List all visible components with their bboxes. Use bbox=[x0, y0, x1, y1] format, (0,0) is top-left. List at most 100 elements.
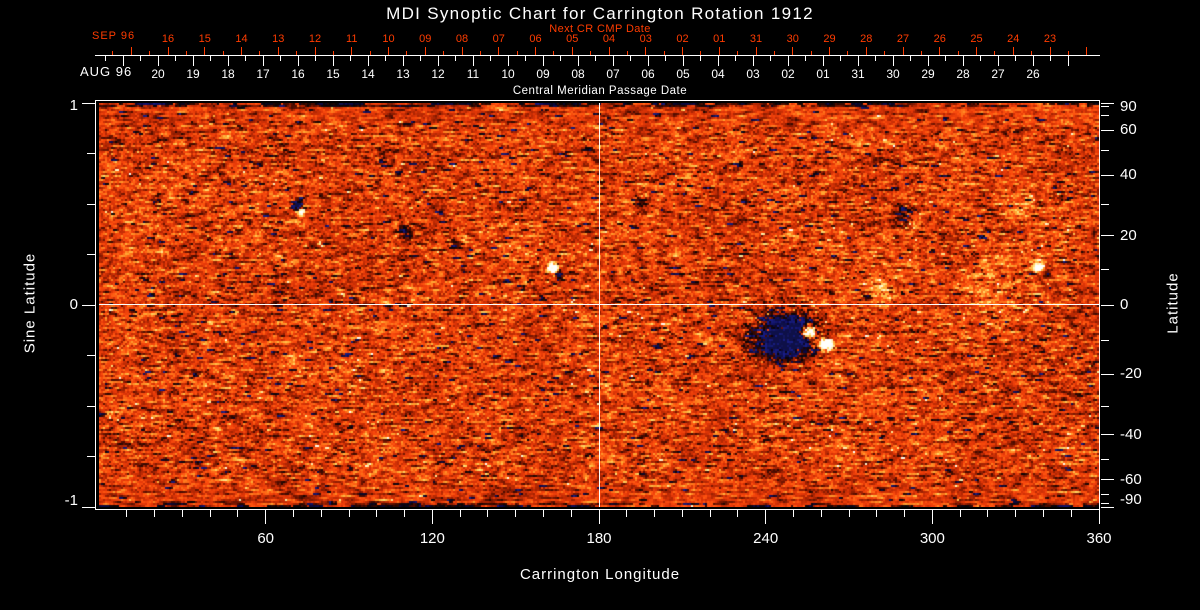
cmp-day-label: 26 bbox=[1026, 67, 1040, 81]
next-cr-tick bbox=[829, 47, 830, 55]
cmp-minor-tick bbox=[700, 56, 701, 61]
next-cr-day-label: 25 bbox=[970, 33, 983, 45]
next-cr-minor-tick bbox=[1031, 51, 1033, 55]
next-cr-tick bbox=[792, 47, 794, 55]
longitude-tick bbox=[931, 510, 933, 524]
cmp-day-label: 19 bbox=[186, 67, 200, 81]
cmp-minor-tick bbox=[210, 56, 211, 61]
cmp-day-label: 12 bbox=[431, 67, 445, 81]
cmp-minor-tick bbox=[980, 56, 981, 61]
next-cr-minor-tick bbox=[406, 51, 408, 55]
longitude-minor-tick bbox=[1042, 510, 1044, 517]
longitude-minor-tick bbox=[515, 510, 517, 517]
next-cr-cmp-date-label: Next CR CMP Date bbox=[549, 23, 651, 35]
latitude-tick bbox=[1101, 174, 1114, 176]
cmp-minor-tick bbox=[735, 56, 736, 61]
cmp-minor-tick bbox=[595, 56, 596, 61]
next-cr-day-label: 04 bbox=[602, 33, 616, 45]
latitude-minor-tick bbox=[1101, 503, 1109, 505]
longitude-minor-tick bbox=[904, 510, 906, 517]
next-cr-day-label: 26 bbox=[933, 33, 946, 45]
cmp-day-label: 08 bbox=[571, 67, 585, 81]
latitude-tick-label: 40 bbox=[1120, 166, 1137, 184]
latitude-minor-tick bbox=[1101, 405, 1109, 407]
longitude-minor-tick bbox=[154, 510, 156, 517]
next-cr-tick bbox=[571, 47, 573, 55]
cmp-tick bbox=[787, 56, 789, 66]
latitude-tick bbox=[1101, 235, 1114, 237]
latitude-minor-tick bbox=[1101, 149, 1109, 151]
cmp-tick bbox=[332, 56, 334, 66]
latitude-minor-tick bbox=[1101, 203, 1109, 205]
next-cr-minor-tick bbox=[479, 51, 481, 55]
latitude-tick bbox=[1101, 129, 1114, 131]
longitude-minor-tick bbox=[654, 510, 656, 517]
cmp-day-label: 18 bbox=[221, 67, 235, 81]
next-cr-minor-tick bbox=[590, 51, 592, 55]
cmp-minor-tick bbox=[490, 56, 491, 61]
latitude-tick-label: -60 bbox=[1120, 470, 1142, 488]
longitude-minor-tick bbox=[181, 510, 183, 517]
next-cr-tick bbox=[461, 47, 463, 55]
latitude-tick bbox=[1101, 304, 1114, 306]
longitude-minor-tick bbox=[820, 510, 822, 517]
sine-latitude-minor-tick bbox=[87, 153, 95, 154]
cmp-minor-tick bbox=[525, 56, 526, 61]
latitude-tick bbox=[1101, 373, 1114, 375]
sine-latitude-tick bbox=[82, 102, 95, 104]
next-cr-minor-tick bbox=[994, 51, 996, 55]
next-cr-minor-tick bbox=[296, 51, 298, 55]
cmp-tick bbox=[192, 56, 194, 66]
longitude-minor-tick bbox=[626, 510, 628, 517]
next-cr-day-label: 30 bbox=[786, 33, 799, 45]
cmp-day-label: 29 bbox=[921, 67, 935, 81]
latitude-tick-label: -20 bbox=[1120, 365, 1142, 383]
cmp-day-label: 02 bbox=[781, 67, 795, 81]
longitude-minor-tick bbox=[570, 510, 572, 517]
next-cr-minor-tick bbox=[663, 51, 665, 55]
longitude-minor-tick bbox=[542, 510, 544, 517]
cmp-tick bbox=[892, 56, 894, 66]
cmp-tick bbox=[647, 56, 649, 66]
next-cr-tick bbox=[204, 47, 206, 55]
cmp-minor-tick bbox=[805, 56, 806, 61]
cmp-minor-tick bbox=[385, 56, 386, 61]
longitude-tick-label: 360 bbox=[1086, 530, 1112, 547]
next-cr-day-label: 07 bbox=[492, 33, 505, 45]
longitude-tick-label: 240 bbox=[753, 530, 779, 547]
next-cr-minor-tick bbox=[516, 51, 518, 55]
cmp-tick bbox=[682, 56, 684, 66]
longitude-tick-label: 300 bbox=[919, 530, 945, 547]
next-cr-tick bbox=[351, 47, 353, 55]
cmp-day-label: 14 bbox=[361, 67, 375, 81]
next-cr-day-label: 24 bbox=[1007, 33, 1020, 45]
cmp-tick bbox=[752, 56, 754, 66]
longitude-tick bbox=[765, 510, 767, 524]
sine-latitude-minor-tick bbox=[87, 355, 95, 356]
latitude-tick-label: 0 bbox=[1120, 296, 1129, 313]
next-cr-day-label: 08 bbox=[455, 33, 469, 45]
next-cr-day-label: 10 bbox=[382, 33, 395, 45]
cmp-tick bbox=[507, 56, 509, 66]
next-cr-tick bbox=[755, 47, 757, 55]
cmp-day-label: 16 bbox=[291, 67, 305, 81]
next-cr-minor-tick bbox=[443, 51, 445, 55]
cmp-day-label: 17 bbox=[256, 67, 270, 81]
next-cr-minor-tick bbox=[773, 51, 775, 55]
cmp-minor-tick bbox=[840, 56, 841, 61]
longitude-minor-tick bbox=[320, 510, 322, 517]
cmp-tick bbox=[122, 56, 124, 66]
longitude-tick bbox=[265, 510, 267, 524]
next-cr-tick bbox=[241, 47, 242, 55]
longitude-minor-tick bbox=[1015, 510, 1017, 517]
next-cr-minor-tick bbox=[1067, 51, 1069, 55]
cmp-tick bbox=[822, 56, 824, 66]
sine-latitude-minor-tick bbox=[87, 456, 95, 457]
cmp-minor-tick bbox=[770, 56, 771, 61]
longitude-tick bbox=[431, 510, 433, 524]
cmp-day-label: 20 bbox=[151, 67, 165, 81]
next-cr-tick bbox=[167, 47, 169, 55]
longitude-tick bbox=[598, 510, 600, 524]
cmp-tick bbox=[402, 56, 404, 66]
latitude-axis-title: Latitude bbox=[1164, 272, 1182, 334]
